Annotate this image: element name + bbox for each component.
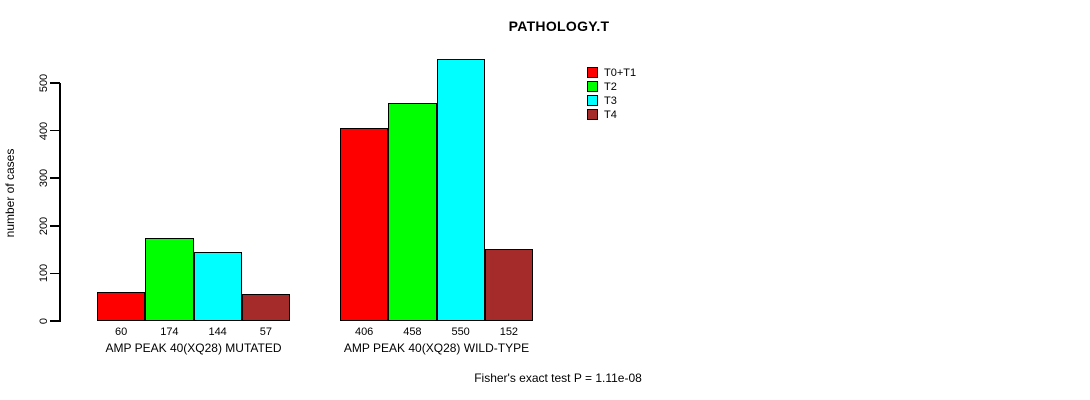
- chart-title: PATHOLOGY.T: [508, 18, 610, 34]
- y-axis-tick: [50, 320, 60, 322]
- y-axis-tick: [50, 129, 60, 132]
- y-axis-tick-label: 100: [38, 264, 50, 283]
- y-axis-tick-label: 200: [38, 216, 50, 235]
- legend-label-T4: T4: [604, 108, 617, 121]
- y-axis-tick-label: 300: [38, 169, 50, 188]
- bar-value-label: 60: [115, 326, 128, 338]
- legend-label-T0+T1: T0+T1: [604, 66, 637, 79]
- legend-label-T3: T3: [604, 94, 617, 107]
- group-label-1: AMP PEAK 40(XQ28) MUTATED: [105, 341, 282, 355]
- y-axis-tick-label: 400: [38, 121, 50, 140]
- bar-value-label: 152: [499, 326, 519, 338]
- legend-swatch-T0+T1: [587, 67, 598, 78]
- bar-value-label: 174: [160, 326, 179, 338]
- y-axis-tick-label: 0: [38, 317, 50, 325]
- y-axis-label: number of cases: [3, 148, 17, 238]
- bar-T0+T1-group2: [340, 127, 389, 321]
- legend-swatch-T2: [587, 81, 598, 92]
- bar-T2-group1: [145, 238, 194, 321]
- legend-swatch-T4: [587, 109, 598, 120]
- bar-T2-group2: [388, 102, 437, 321]
- y-axis-line: [59, 83, 61, 322]
- bar-value-label: 144: [208, 326, 227, 338]
- bar-value-label: 57: [259, 326, 272, 338]
- bar-T3-group2: [436, 59, 485, 321]
- legend-swatch-T3: [587, 95, 598, 106]
- bar-T3-group1: [193, 252, 242, 321]
- bar-T4-group2: [484, 248, 533, 321]
- bar-value-label: 550: [451, 326, 470, 338]
- y-axis-tick: [50, 82, 60, 84]
- legend-label-T2: T2: [604, 80, 617, 93]
- bar-T4-group1: [241, 293, 290, 321]
- y-axis-tick: [50, 225, 60, 227]
- bar-value-label: 458: [403, 326, 422, 338]
- y-axis-tick: [50, 272, 60, 275]
- bar-T0+T1-group1: [97, 292, 146, 321]
- fisher-test-note: Fisher's exact test P = 1.11e-08: [474, 371, 642, 385]
- bar-value-label: 406: [354, 326, 374, 338]
- y-axis-tick-label: 500: [38, 73, 50, 93]
- group-label-2: AMP PEAK 40(XQ28) WILD-TYPE: [343, 341, 530, 355]
- y-axis-tick: [50, 177, 60, 179]
